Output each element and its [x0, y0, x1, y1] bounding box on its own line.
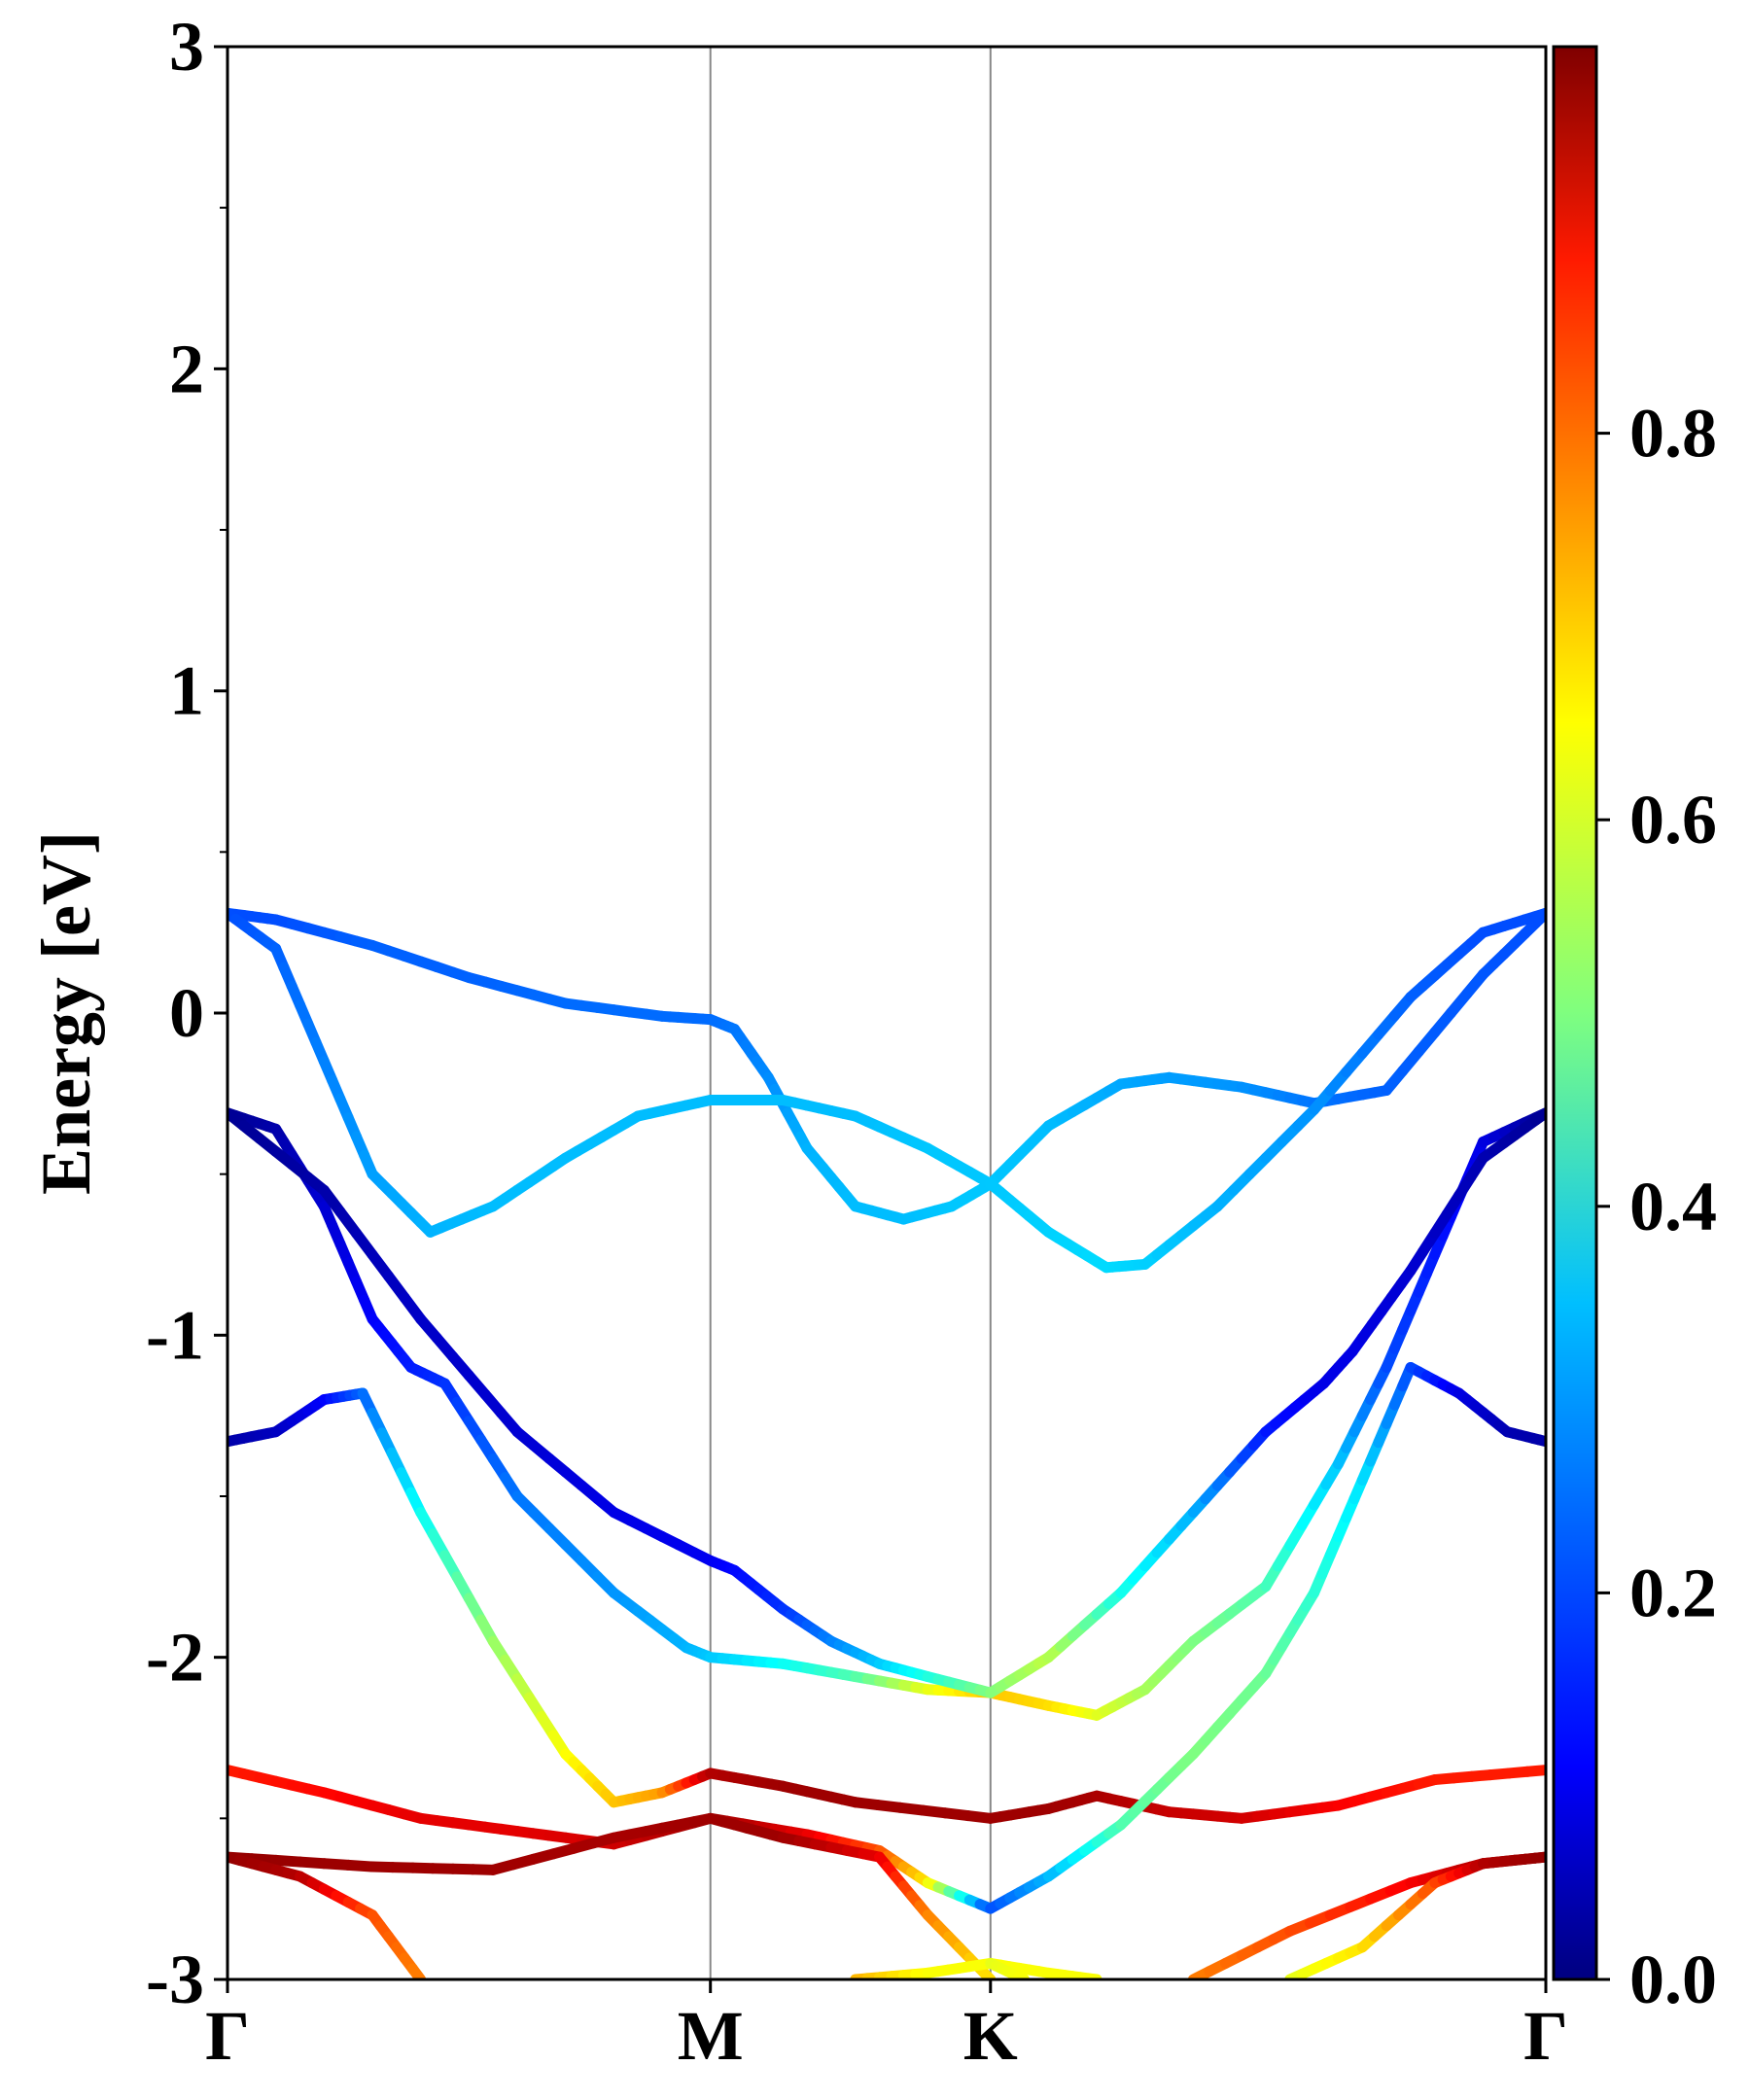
band-8 — [228, 1851, 427, 1979]
band-segment — [974, 1963, 997, 1979]
band-6 — [228, 1361, 1546, 1914]
band-4 — [228, 1107, 1546, 1698]
band-segment — [1529, 1107, 1546, 1126]
y-tick-label: -2 — [146, 1619, 204, 1697]
colorbar-tick-label: 0.6 — [1629, 781, 1717, 858]
band-segment — [1529, 907, 1546, 923]
x-tick-label: M — [678, 1997, 744, 2075]
band-7 — [228, 1812, 997, 1979]
colorbar — [1552, 45, 1598, 1981]
colorbar-tick-label: 0.2 — [1629, 1554, 1717, 1631]
band-1 — [228, 907, 1546, 1225]
colorbar-ticks: 0.0 0.2 0.4 0.6 0.8 — [1596, 395, 1717, 2018]
band-2 — [228, 907, 1546, 1274]
y-tick-label: 3 — [169, 8, 204, 86]
band-segment — [1522, 1765, 1546, 1777]
band-5 — [228, 1387, 1546, 1824]
x-tick-label: Γ — [205, 1997, 250, 2075]
x-tick-label: K — [963, 1997, 1018, 2075]
band-segment — [406, 1963, 427, 1979]
y-tick-label: 1 — [169, 652, 204, 730]
band-segment — [1529, 1851, 1546, 1864]
x-tick-label: Γ — [1523, 1997, 1568, 2075]
y-tick-label: -3 — [146, 1941, 204, 2018]
y-axis-ticks: -3 -2 -1 0 1 2 3 — [146, 8, 228, 2018]
plot-frame — [226, 45, 1548, 1981]
band-3 — [228, 1107, 1546, 1721]
band-11 — [1187, 1851, 1546, 1979]
y-tick-label: -1 — [146, 1296, 204, 1374]
colorbar-tick-label: 0.0 — [1629, 1941, 1717, 2018]
colorbar-tick-label: 0.8 — [1629, 395, 1717, 472]
y-tick-label: 0 — [169, 974, 204, 1052]
colorbar-tick-label: 0.4 — [1629, 1168, 1717, 1245]
y-axis-title: Energy [eV] — [27, 831, 105, 1195]
band-10 — [985, 1957, 1031, 1979]
band-12 — [1284, 1851, 1546, 1979]
y-tick-label: 2 — [169, 330, 204, 407]
band-lines — [228, 907, 1546, 1979]
